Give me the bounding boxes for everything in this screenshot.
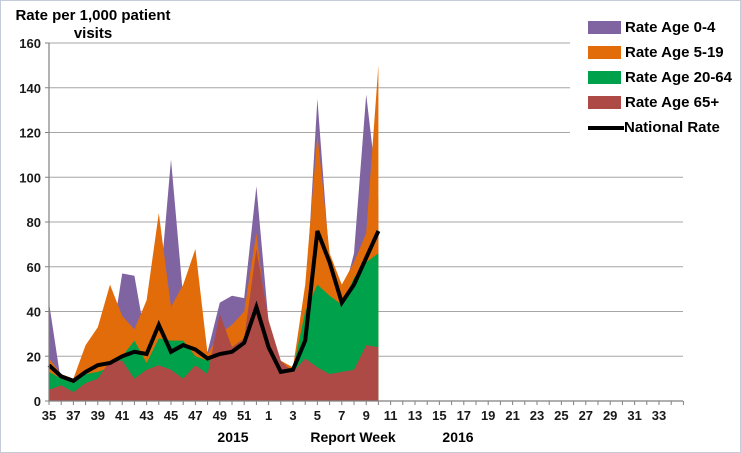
y-axis-title-line2: visits [73, 25, 113, 42]
y-tick-label: 100 [19, 170, 41, 185]
legend-item-age-65: Rate Age 65+ [588, 90, 738, 115]
x-tick-label: 39 [91, 408, 105, 423]
area-series [49, 65, 379, 402]
legend-label: Rate Age 0-4 [625, 19, 716, 36]
x-tick-label: 49 [213, 408, 227, 423]
legend-item-age-5-19: Rate Age 5-19 [588, 40, 738, 65]
x-tick-label: 47 [188, 408, 202, 423]
x-tick-label: 19 [481, 408, 495, 423]
x-axis-title: Report Week [310, 429, 396, 445]
legend: Rate Age 0-4 Rate Age 5-19 Rate Age 20-6… [570, 13, 738, 142]
y-tick-label: 80 [27, 215, 41, 230]
x-tick-label: 27 [579, 408, 593, 423]
x-tick-label: 5 [314, 408, 321, 423]
age-5-19-swatch-icon [588, 46, 621, 59]
x-tick-label: 35 [42, 408, 56, 423]
x-tick-label: 29 [603, 408, 617, 423]
y-tick-label: 20 [27, 349, 41, 364]
x-tick-label: 17 [457, 408, 471, 423]
x-tick-label: 51 [237, 408, 251, 423]
x-tick-label: 23 [530, 408, 544, 423]
y-tick-label: 40 [27, 305, 41, 320]
legend-label: Rate Age 20-64 [625, 69, 732, 86]
age-65-swatch-icon [588, 96, 621, 109]
x-tick-label: 33 [652, 408, 666, 423]
national-rate-line-icon [588, 125, 624, 130]
x-tick-label: 45 [164, 408, 178, 423]
x-axis-year-2015: 2015 [217, 429, 248, 445]
x-tick-label: 1 [265, 408, 272, 423]
y-axis-title: Rate per 1,000 patient visits [13, 7, 173, 43]
x-tick-label: 25 [554, 408, 568, 423]
legend-label: Rate Age 5-19 [625, 44, 724, 61]
legend-item-age-0-4: Rate Age 0-4 [588, 15, 738, 40]
y-tick-label: 60 [27, 260, 41, 275]
legend-item-national-rate: National Rate [588, 115, 738, 140]
y-tick-label: 160 [19, 36, 41, 51]
x-tick-label: 31 [627, 408, 641, 423]
legend-label: Rate Age 65+ [625, 94, 720, 111]
y-axis-tick-labels: 0 20 40 60 80 100 120 140 160 [19, 36, 41, 409]
area-rate-age-65- [49, 248, 379, 401]
age-0-4-swatch-icon [588, 21, 621, 34]
x-tick-label: 43 [139, 408, 153, 423]
y-tick-label: 120 [19, 126, 41, 141]
y-tick-label: 0 [34, 394, 41, 409]
x-axis-year-2016: 2016 [442, 429, 473, 445]
age-20-64-swatch-icon [588, 71, 621, 84]
x-axis-tick-labels: 35 37 39 41 43 45 47 49 51 1 3 5 7 9 11 13 15 17 19 21 23 25 2… [42, 408, 666, 423]
y-tick-label: 140 [19, 81, 41, 96]
x-tick-label: 41 [115, 408, 129, 423]
legend-label: National Rate [624, 119, 720, 136]
x-tick-label: 21 [505, 408, 519, 423]
x-axis-ticks [48, 401, 684, 405]
x-tick-label: 9 [363, 408, 370, 423]
x-tick-label: 7 [338, 408, 345, 423]
x-tick-label: 13 [408, 408, 422, 423]
x-tick-label: 11 [384, 408, 398, 423]
x-tick-label: 15 [432, 408, 446, 423]
x-tick-label: 37 [66, 408, 80, 423]
area-rate-age-0-4 [49, 94, 379, 401]
y-axis-title-line1: Rate per 1,000 patient [15, 7, 171, 24]
national-rate-line [47, 230, 381, 384]
legend-item-age-20-64: Rate Age 20-64 [588, 65, 738, 90]
x-tick-label: 3 [289, 408, 296, 423]
